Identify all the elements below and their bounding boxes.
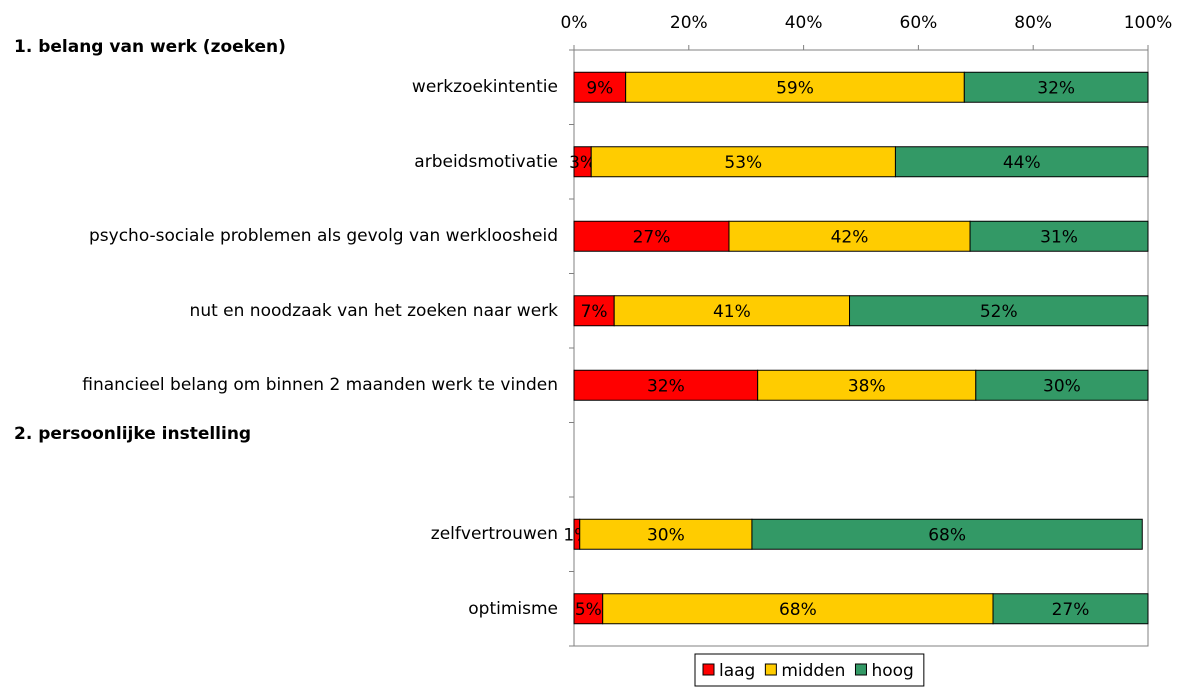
- bar-segment: [573, 295, 615, 327]
- bar-segment: [963, 71, 1149, 103]
- value-label: 27%: [1052, 600, 1090, 620]
- value-label: 52%: [980, 302, 1018, 322]
- category-label: psycho-sociale problemen als gevolg van …: [0, 223, 558, 249]
- value-label: 31%: [1040, 227, 1078, 247]
- value-label: 68%: [928, 525, 966, 545]
- category-label-text: psycho-sociale problemen als gevolg van …: [88, 226, 558, 247]
- x-tick-label: 20%: [670, 13, 708, 33]
- bar-segment: [573, 71, 627, 103]
- category-label: financieel belang om binnen 2 maanden we…: [0, 372, 558, 398]
- value-label: 41%: [713, 302, 751, 322]
- value-label: 68%: [779, 600, 817, 620]
- group-label: 1. belang van werk (zoeken): [14, 37, 286, 57]
- plot-area: [573, 49, 1149, 647]
- value-label: 32%: [1037, 78, 1075, 98]
- legend-label: midden: [781, 661, 845, 681]
- category-label: arbeidsmotivatie: [0, 149, 558, 175]
- group-label-text: 1. belang van werk (zoeken): [14, 37, 286, 57]
- bar-segment: [579, 518, 753, 550]
- x-tick-label: 0%: [561, 13, 588, 33]
- value-label: 7%: [581, 302, 608, 322]
- value-label: 42%: [831, 227, 869, 247]
- legend-swatch: [764, 663, 777, 676]
- category-label-text: financieel belang om binnen 2 maanden we…: [82, 375, 558, 396]
- value-label: 53%: [724, 153, 762, 173]
- x-tick-label: 60%: [900, 13, 938, 33]
- category-label-text: optimisme: [468, 598, 558, 619]
- x-tick-label: 100%: [1124, 13, 1173, 33]
- value-label: 59%: [776, 78, 814, 98]
- legend-label: laag: [719, 661, 755, 681]
- bar-segment: [757, 369, 977, 401]
- value-label: 30%: [647, 525, 685, 545]
- category-label-text: arbeidsmotivatie: [414, 151, 558, 172]
- category-label: nut en noodzaak van het zoeken naar werk: [0, 298, 558, 324]
- bar-segment: [751, 518, 1143, 550]
- value-label: 32%: [647, 376, 685, 396]
- category-label-text: zelfvertrouwen: [430, 524, 558, 545]
- bar-segment: [613, 295, 851, 327]
- value-label: 9%: [586, 78, 613, 98]
- legend-box: [694, 653, 925, 687]
- bar-segment: [969, 220, 1149, 252]
- value-label: 30%: [1043, 376, 1081, 396]
- category-label: zelfvertrouwen: [0, 521, 558, 547]
- bar-segment: [894, 146, 1149, 178]
- value-label: 5%: [575, 600, 602, 620]
- group-label: 2. persoonlijke instelling: [14, 424, 251, 444]
- group-label-text: 2. persoonlijke instelling: [14, 424, 252, 445]
- category-label-text: nut en noodzaak van het zoeken naar werk: [189, 300, 558, 321]
- value-label: 44%: [1003, 153, 1041, 173]
- x-tick-label: 80%: [1014, 13, 1052, 33]
- legend-label: hoog: [871, 661, 913, 681]
- category-label: optimisme: [0, 596, 558, 622]
- legend-swatch: [854, 663, 867, 676]
- bar-segment: [728, 220, 971, 252]
- category-label-text: werkzoekintentie: [411, 77, 558, 98]
- category-label: werkzoekintentie: [0, 74, 558, 100]
- value-label: 38%: [848, 376, 886, 396]
- bar-segment: [975, 369, 1149, 401]
- bar-segment: [573, 369, 759, 401]
- bar-segment: [849, 295, 1149, 327]
- value-label: 27%: [633, 227, 671, 247]
- bar-segment: [573, 593, 604, 625]
- x-tick-label: 40%: [785, 13, 823, 33]
- value-label: 3%: [569, 153, 596, 173]
- legend-swatch: [702, 663, 715, 676]
- bar-segment: [590, 146, 896, 178]
- bar-segment: [602, 593, 994, 625]
- bar-segment: [992, 593, 1149, 625]
